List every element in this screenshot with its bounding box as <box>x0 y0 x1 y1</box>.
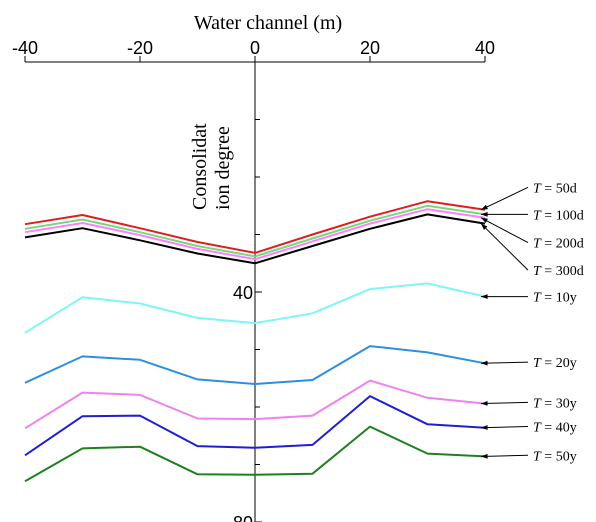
x-tick-label: -20 <box>127 38 153 58</box>
x-ticks: -40 -20 0 20 40 <box>12 38 495 62</box>
legend-arrow-head <box>481 360 488 366</box>
legend-label: T = 100d <box>533 208 584 223</box>
legend: T = 50d T = 100d T = 200d T = 300d T = 10y T … <box>480 181 584 464</box>
series-line <box>24 395 486 457</box>
legend-arrow-head <box>481 401 488 406</box>
y-axis-title-line: ion degree <box>212 126 234 210</box>
legend-label: T = 300d <box>533 264 584 279</box>
legend-arrow-line <box>480 426 529 429</box>
series-line <box>24 204 486 258</box>
legend-arrow-line <box>480 223 529 271</box>
legend-label: T = 200d <box>533 237 584 252</box>
legend-arrow-line <box>480 361 529 364</box>
legend-label: T = 20y <box>533 356 577 371</box>
legend-arrow-line <box>480 186 529 211</box>
legend-label: T = 10y <box>533 291 577 306</box>
y-tick-label: 80 <box>233 513 253 522</box>
legend-label: T = 50y <box>533 449 577 464</box>
x-tick-label: 0 <box>250 38 260 58</box>
x-axis-title: Water channel (m) <box>194 12 342 34</box>
series-line <box>24 213 486 265</box>
axes: Water channel (m) -40 -20 0 20 40 40 80 Conso… <box>12 12 495 522</box>
y-axis-title-line: Consolidat <box>189 123 211 210</box>
legend-arrow-line <box>480 454 529 457</box>
x-tick-label: 40 <box>475 38 495 58</box>
y-axis-title-text: Consolidat ion degree <box>189 123 234 210</box>
series-line <box>24 379 486 430</box>
legend-arrow-line <box>480 217 529 243</box>
legend-arrow-head <box>481 294 488 299</box>
y-ticks: 40 80 <box>233 119 262 522</box>
legend-arrow-head <box>481 453 488 459</box>
series-line <box>24 200 486 254</box>
legend-label: T = 30y <box>533 396 577 411</box>
legend-arrow-head <box>481 204 488 210</box>
series-line <box>24 282 486 334</box>
legend-label: T = 40y <box>533 421 577 436</box>
legend-arrow-head <box>481 217 488 223</box>
series-layer <box>24 200 486 483</box>
series-line <box>24 208 486 261</box>
legend-arrow-head <box>481 223 488 230</box>
legend-arrow-head <box>481 212 488 217</box>
x-tick-label: 20 <box>360 38 380 58</box>
series-line <box>24 345 486 385</box>
x-tick-label: -40 <box>12 38 38 58</box>
y-axis-title: Consolidat ion degree <box>189 123 234 210</box>
y-tick-label: 40 <box>233 283 253 303</box>
legend-arrow-head <box>481 425 488 430</box>
legend-label: T = 50d <box>533 181 577 196</box>
legend-arrow-line <box>480 401 529 405</box>
series-line <box>24 425 486 483</box>
